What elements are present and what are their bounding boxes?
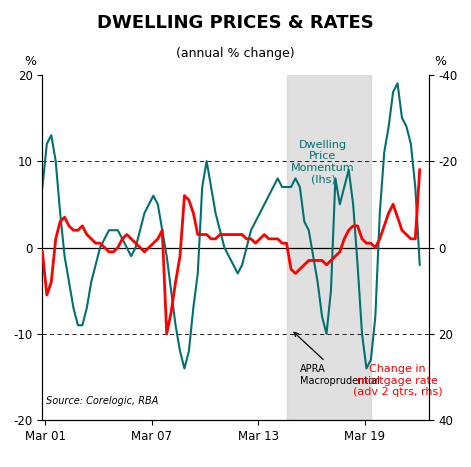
Text: APRA
Macroprudential: APRA Macroprudential [294, 333, 380, 386]
Text: Dwelling
Price
Momentum
(lhs): Dwelling Price Momentum (lhs) [291, 140, 355, 184]
Text: %: % [24, 55, 37, 68]
Bar [286, 75, 371, 420]
Text: Change in
mortgage rate
(adv 2 qtrs, rhs): Change in mortgage rate (adv 2 qtrs, rhs… [353, 364, 442, 397]
Text: DWELLING PRICES & RATES: DWELLING PRICES & RATES [97, 14, 374, 32]
Text: Source: Corelogic, RBA: Source: Corelogic, RBA [46, 396, 159, 406]
Text: %: % [434, 55, 447, 68]
Text: (annual % change): (annual % change) [176, 47, 295, 60]
